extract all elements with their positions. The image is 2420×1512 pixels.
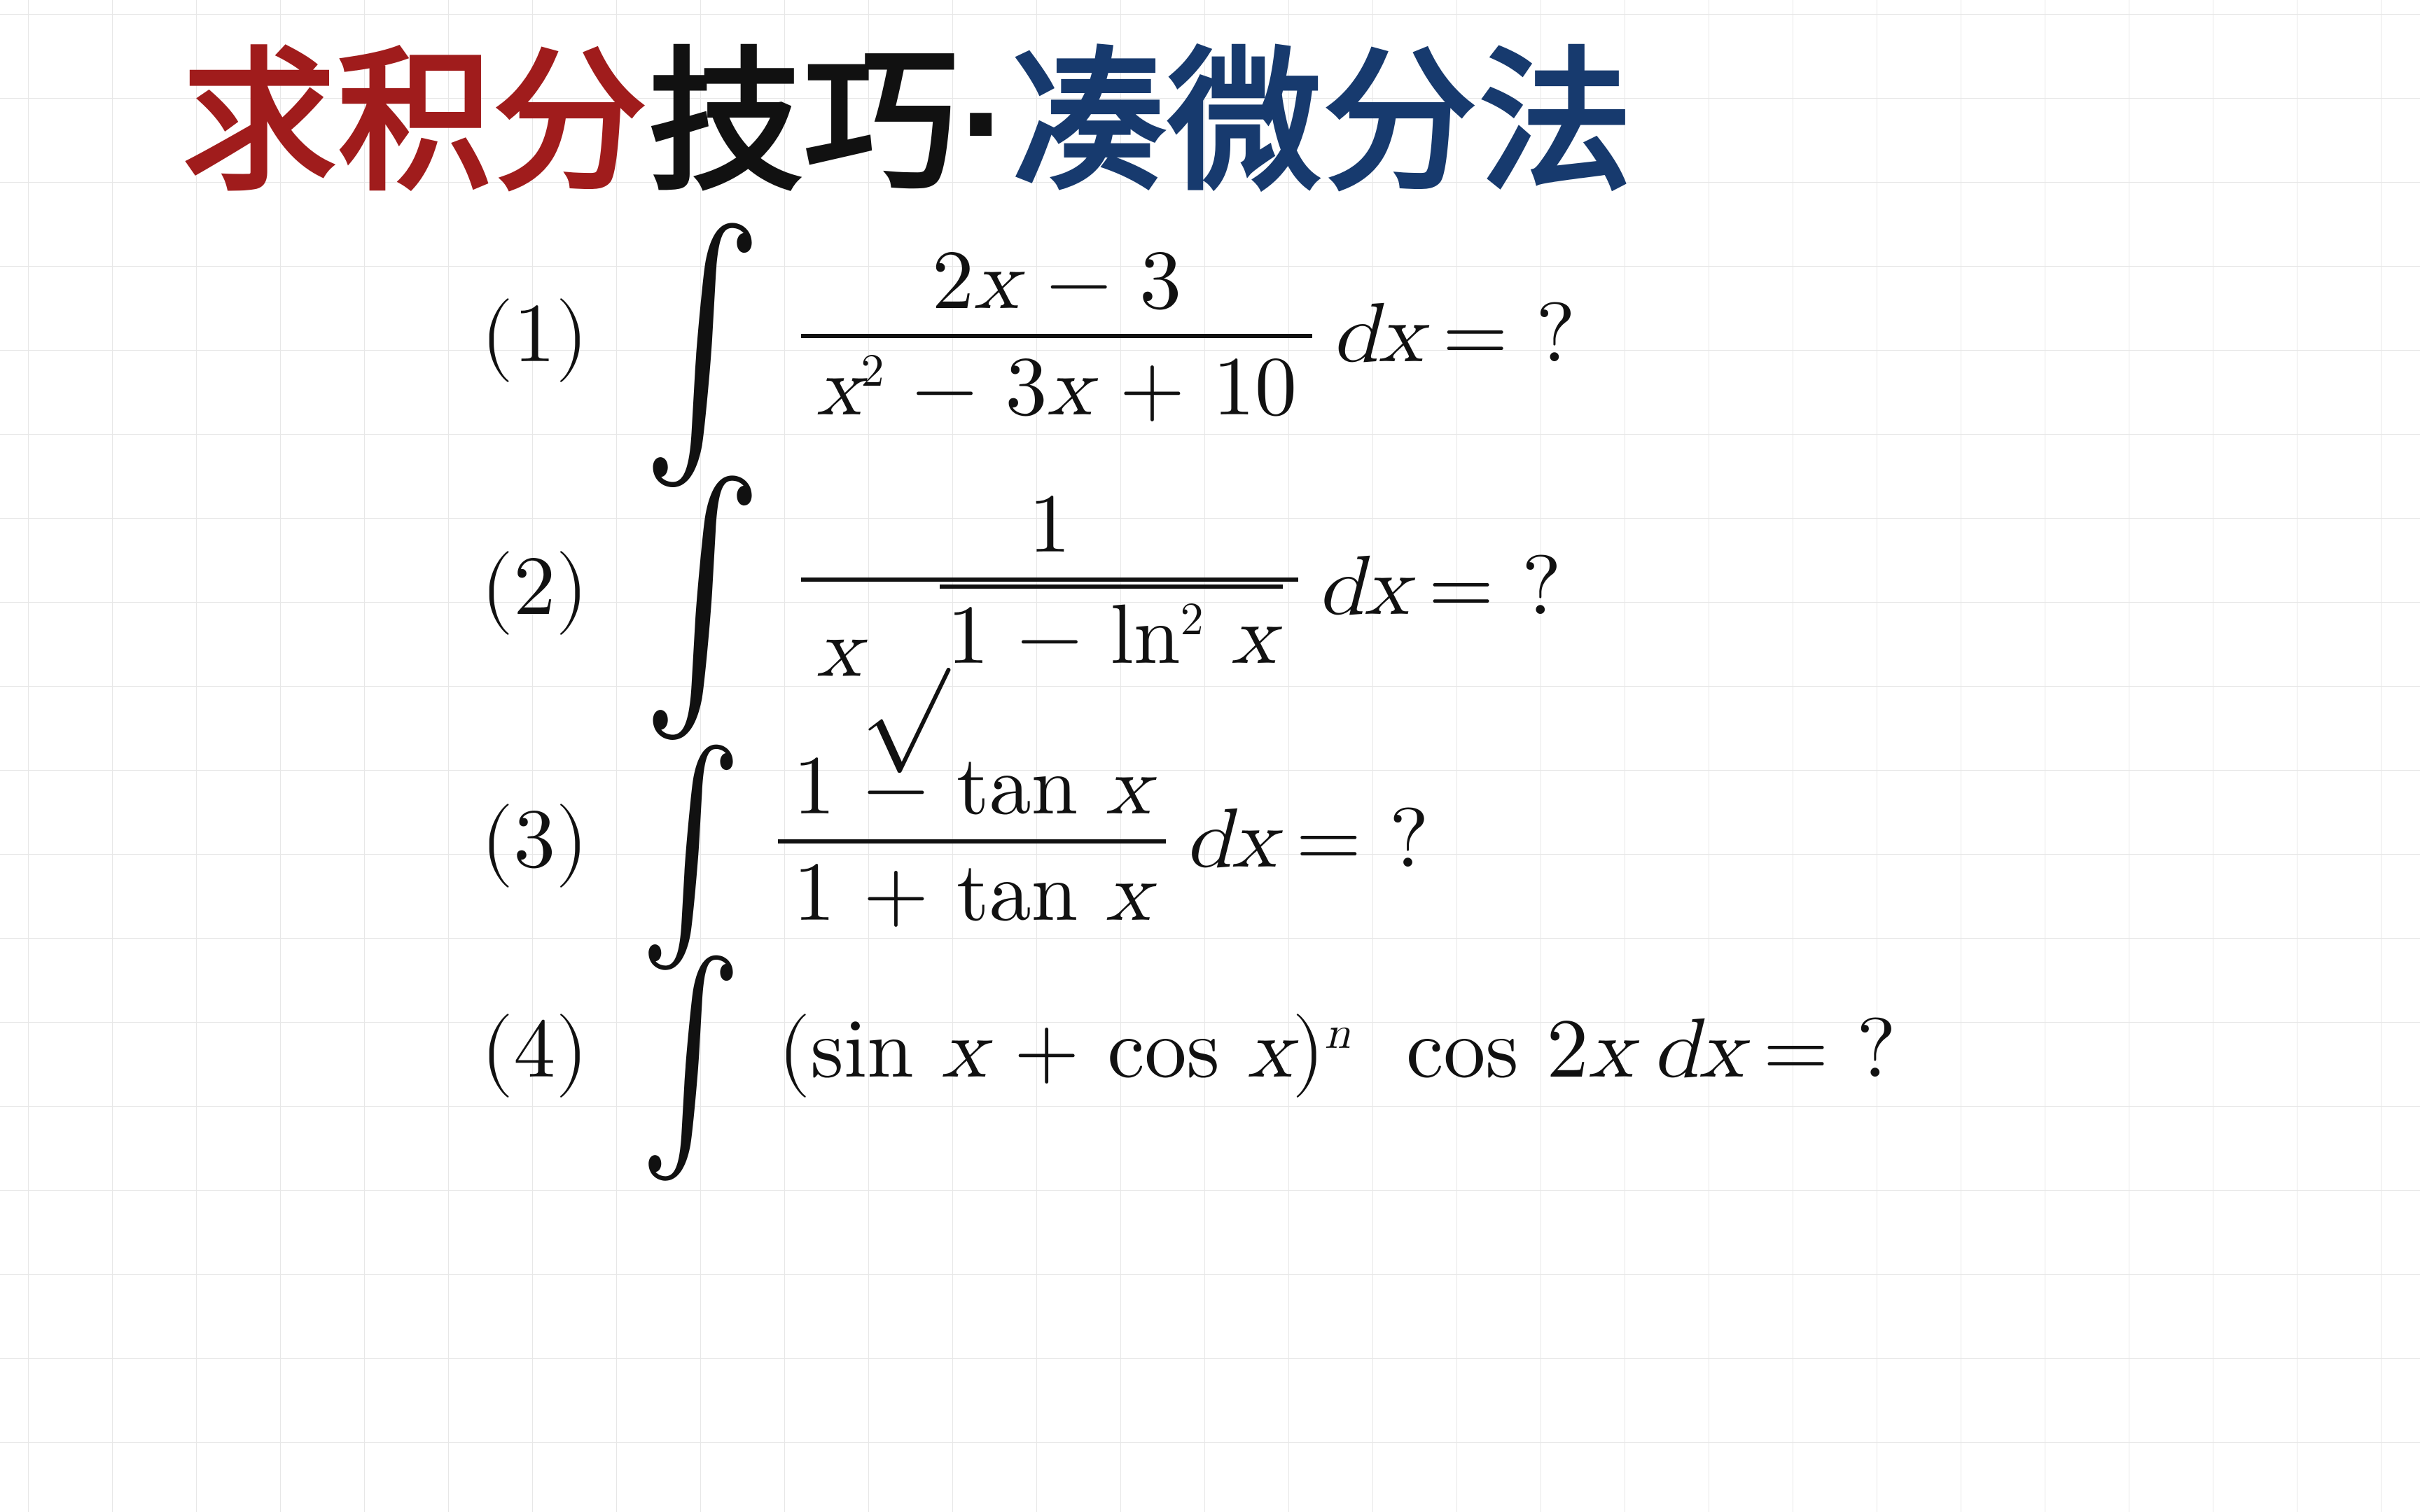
sqrt-icon: √1 − ln2 x	[861, 584, 1282, 684]
problem-2-label: (2)	[434, 538, 588, 639]
integral-sign-icon: ∫	[643, 258, 762, 425]
problem-2-denominator: x√1 − ln2 x	[801, 582, 1298, 702]
title-segment-3: 凑微分法	[1012, 36, 1634, 209]
page-title: 求积分技巧·凑微分法	[182, 42, 2294, 204]
integral-sign-icon: ∫	[640, 986, 742, 1128]
problem-1-dx: dx	[1332, 294, 1423, 378]
problem-1-fraction: 2x − 3 x2 − 3x + 10	[801, 232, 1312, 440]
problem-1-math: ∫ 2x − 3 x2 − 3x + 10 dx = ?	[623, 232, 1576, 440]
problem-1-equals-question: = ?	[1442, 294, 1576, 378]
problem-2-under-sqrt: 1 − ln2 x	[940, 584, 1282, 684]
problem-2-dx: dx	[1318, 547, 1409, 631]
problem-3: (3) ∫ 1 − tan x 1 + tan x dx = ?	[434, 737, 2294, 946]
problem-4-integrand: (sin x + cos x)n cos 2x	[778, 1009, 1633, 1093]
problem-1: (1) ∫ 2x − 3 x2 − 3x + 10 dx = ?	[434, 232, 2294, 440]
problem-list: (1) ∫ 2x − 3 x2 − 3x + 10 dx = ? (2) ∫ 1	[434, 232, 2294, 1123]
problem-3-equals-question: = ?	[1296, 799, 1429, 883]
problem-2-equals-question: = ?	[1428, 547, 1562, 631]
problem-1-numerator: 2x − 3	[917, 232, 1197, 334]
problem-1-denominator: x2 − 3x + 10	[801, 338, 1312, 440]
problem-2: (2) ∫ 1 x√1 − ln2 x dx = ?	[434, 475, 2294, 702]
page-content: 求积分技巧·凑微分法 (1) ∫ 2x − 3 x2 − 3x + 10 dx …	[0, 0, 2420, 1512]
problem-3-label: (3)	[434, 791, 588, 892]
title-segment-dot: ·	[959, 36, 1012, 209]
title-segment-1: 求积分	[182, 36, 648, 209]
problem-4-equals-question: = ?	[1763, 1009, 1896, 1093]
problem-3-denominator: 1 + tan x	[778, 844, 1166, 946]
title-segment-2: 技巧	[648, 36, 959, 209]
integral-sign-icon: ∫	[643, 511, 762, 678]
problem-4-label: (4)	[434, 1001, 588, 1102]
problem-1-label: (1)	[434, 286, 588, 386]
problem-2-numerator: 1	[1013, 475, 1086, 578]
problem-4-exponent: n	[1325, 1011, 1351, 1057]
integral-sign-icon: ∫	[640, 776, 742, 918]
problem-3-math: ∫ 1 − tan x 1 + tan x dx = ?	[623, 737, 1428, 946]
problem-2-den-prefix: x	[816, 609, 861, 693]
problem-2-fraction: 1 x√1 − ln2 x	[801, 475, 1298, 702]
problem-3-numerator: 1 − tan x	[778, 737, 1166, 839]
problem-3-dx: dx	[1185, 799, 1277, 883]
problem-4: (4) ∫ (sin x + cos x)n cos 2x dx = ?	[434, 981, 2294, 1123]
problem-4-math: ∫ (sin x + cos x)n cos 2x dx = ?	[623, 981, 1896, 1123]
problem-2-math: ∫ 1 x√1 − ln2 x dx = ?	[623, 475, 1562, 702]
problem-4-dx: dx	[1653, 1009, 1744, 1093]
problem-3-fraction: 1 − tan x 1 + tan x	[778, 737, 1166, 946]
